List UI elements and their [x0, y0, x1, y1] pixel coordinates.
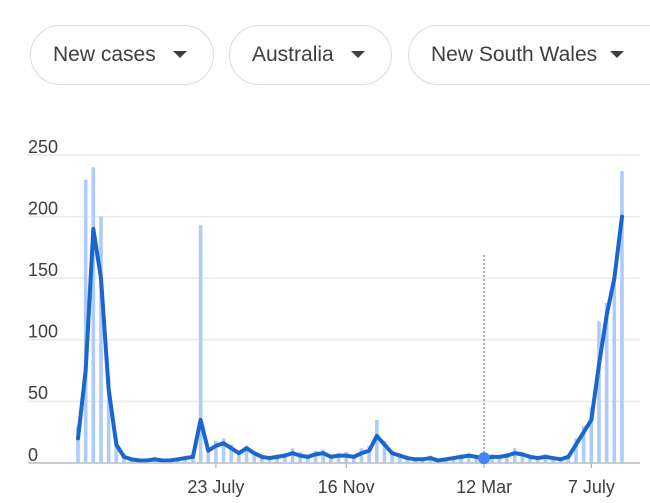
- bar: [367, 445, 371, 463]
- y-tick-label: 250: [28, 137, 58, 157]
- bar: [252, 451, 257, 463]
- y-tick-label: 0: [28, 445, 38, 465]
- bar: [83, 179, 88, 463]
- bar: [244, 445, 249, 463]
- x-tick-label: 7 July: [568, 477, 615, 497]
- dropdown-label: Australia: [252, 43, 334, 66]
- bar: [237, 450, 241, 463]
- bar: [229, 444, 234, 463]
- bar: [382, 440, 387, 463]
- bar: [114, 438, 119, 463]
- bar: [474, 455, 479, 463]
- bar: [466, 453, 471, 463]
- bar: [221, 438, 226, 463]
- dropdown-label: New South Wales: [431, 43, 598, 66]
- bar: [91, 167, 96, 463]
- bar: [99, 216, 103, 463]
- bar: [336, 453, 341, 463]
- bar: [313, 450, 318, 463]
- bar: [604, 302, 609, 463]
- bar: [198, 225, 203, 463]
- bar: [359, 448, 364, 463]
- bar: [206, 448, 211, 463]
- x-tick-label: 16 Nov: [318, 477, 375, 497]
- bar: [505, 453, 509, 463]
- bar: [612, 278, 617, 463]
- bar: [512, 448, 517, 463]
- dropdown[interactable]: New cases: [30, 25, 214, 85]
- dropdown[interactable]: Australia: [229, 25, 392, 85]
- dropdown-label: New cases: [53, 43, 156, 66]
- bar: [528, 455, 532, 463]
- bar: [589, 407, 594, 463]
- bar: [283, 453, 287, 463]
- bar: [574, 438, 578, 463]
- hover-dot: [478, 452, 491, 465]
- bar: [581, 426, 586, 463]
- x-tick-label: 23 July: [187, 477, 244, 497]
- x-tick-label: 12 Mar: [456, 477, 512, 497]
- bar: [390, 450, 394, 463]
- bar: [620, 171, 624, 464]
- bar: [520, 451, 525, 463]
- y-tick-label: 100: [28, 322, 58, 342]
- line: [76, 214, 624, 463]
- bar: [290, 448, 295, 463]
- bar: [597, 321, 601, 463]
- y-tick-label: 50: [28, 383, 48, 403]
- bar: [76, 426, 80, 463]
- bar: [375, 419, 379, 463]
- y-tick-label: 150: [28, 260, 58, 280]
- bar: [497, 455, 502, 463]
- bar: [306, 455, 310, 463]
- bar: [566, 455, 571, 463]
- bar: [352, 455, 356, 463]
- bar: [260, 455, 264, 463]
- bar: [398, 453, 402, 463]
- bar: [106, 376, 111, 463]
- y-tick-label: 200: [28, 198, 58, 218]
- dropdown[interactable]: New South Wales: [408, 25, 650, 85]
- bar: [214, 440, 218, 463]
- bar: [321, 449, 325, 463]
